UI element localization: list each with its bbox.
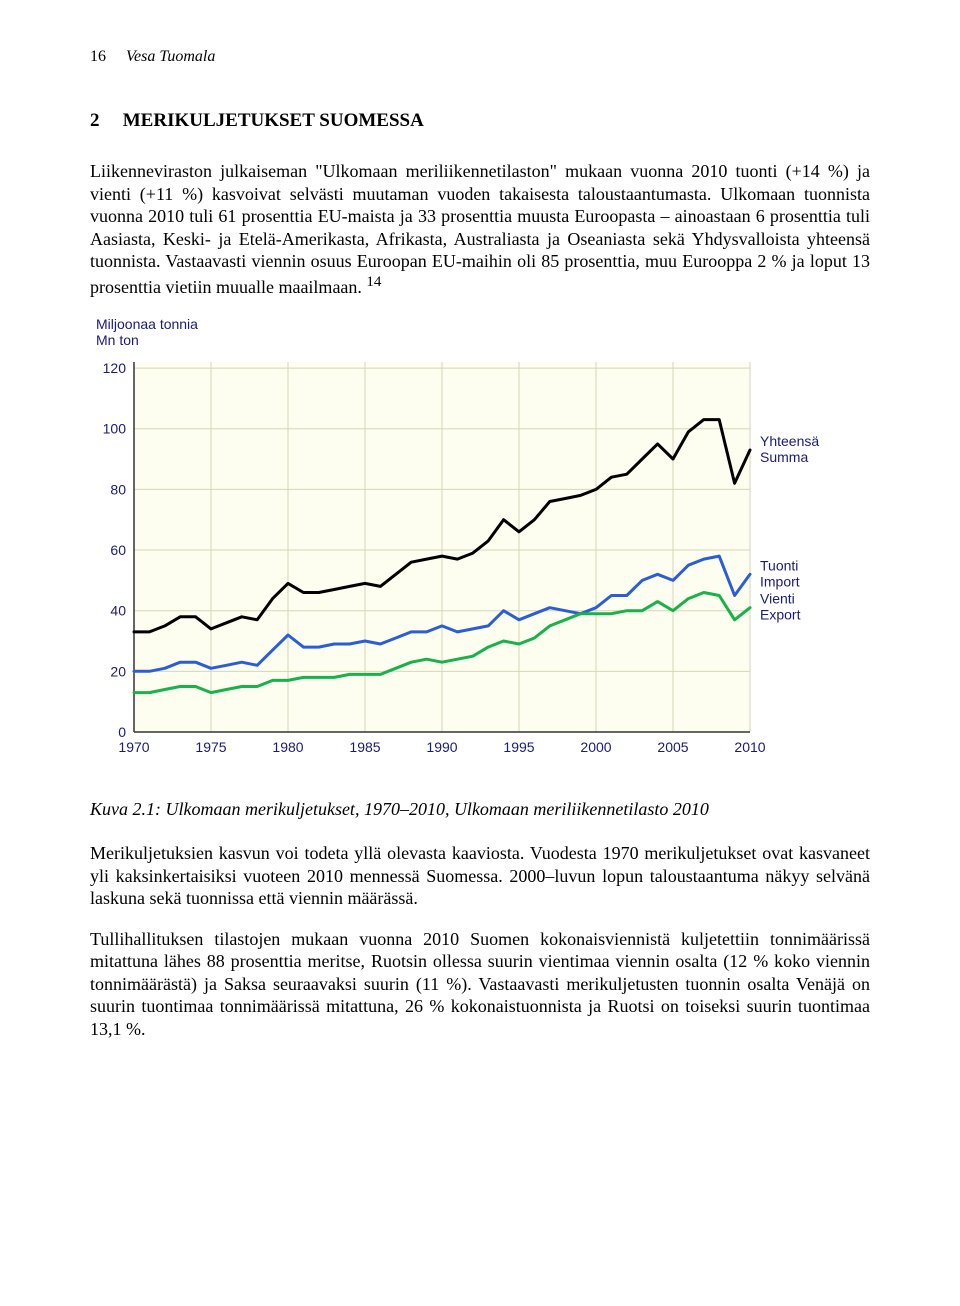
paragraph-1: Liikenneviraston julkaiseman "Ulkomaan m… <box>90 160 870 298</box>
svg-text:Summa: Summa <box>760 449 808 465</box>
svg-text:1975: 1975 <box>195 739 226 755</box>
svg-text:Tuonti: Tuonti <box>760 557 798 573</box>
section-title: MERIKULJETUKSET SUOMESSA <box>123 110 424 131</box>
svg-text:1985: 1985 <box>349 739 380 755</box>
svg-text:20: 20 <box>110 664 126 680</box>
svg-text:1990: 1990 <box>426 739 457 755</box>
chart-svg: 0 20 40 60 80 100 120 1970 1975 1980 1985 1990 1995 2… <box>90 352 850 772</box>
svg-text:0: 0 <box>118 724 126 740</box>
svg-text:1995: 1995 <box>503 739 534 755</box>
svg-text:80: 80 <box>110 482 126 498</box>
footnote-ref-14: 14 <box>366 274 381 290</box>
chart-y-axis-title: Miljoonaa tonnia Mn ton <box>96 316 870 348</box>
paragraph-3: Tullihallituksen tilastojen mukaan vuonn… <box>90 928 870 1041</box>
page-header: 16 Vesa Tuomala <box>90 48 870 66</box>
svg-text:120: 120 <box>103 360 127 376</box>
svg-text:100: 100 <box>103 421 127 437</box>
section-heading: 2 MERIKULJETUKSET SUOMESSA <box>90 110 870 132</box>
section-number: 2 <box>90 110 118 132</box>
svg-text:2005: 2005 <box>657 739 688 755</box>
svg-text:60: 60 <box>110 542 126 558</box>
figure-caption: Kuva 2.1: Ulkomaan merikuljetukset, 1970… <box>90 799 870 820</box>
paragraph-1-text: Liikenneviraston julkaiseman "Ulkomaan m… <box>90 161 870 297</box>
chart-container: Miljoonaa tonnia Mn ton 0 20 40 60 80 100 120 1… <box>90 316 870 777</box>
chart-y-axis-title-line1: Miljoonaa tonnia <box>96 316 198 332</box>
chart-y-axis-title-line2: Mn ton <box>96 332 139 348</box>
svg-text:2010: 2010 <box>734 739 765 755</box>
svg-text:2000: 2000 <box>580 739 611 755</box>
paragraph-2: Merikuljetuksien kasvun voi todeta yllä … <box>90 842 870 910</box>
svg-text:Import: Import <box>760 573 800 589</box>
header-author: Vesa Tuomala <box>126 48 215 65</box>
svg-text:Vienti: Vienti <box>760 591 795 607</box>
page-number: 16 <box>90 48 122 66</box>
svg-text:Yhteensä: Yhteensä <box>760 433 819 449</box>
svg-text:Export: Export <box>760 607 801 623</box>
svg-text:1970: 1970 <box>118 739 149 755</box>
svg-text:40: 40 <box>110 603 126 619</box>
svg-text:1980: 1980 <box>272 739 303 755</box>
